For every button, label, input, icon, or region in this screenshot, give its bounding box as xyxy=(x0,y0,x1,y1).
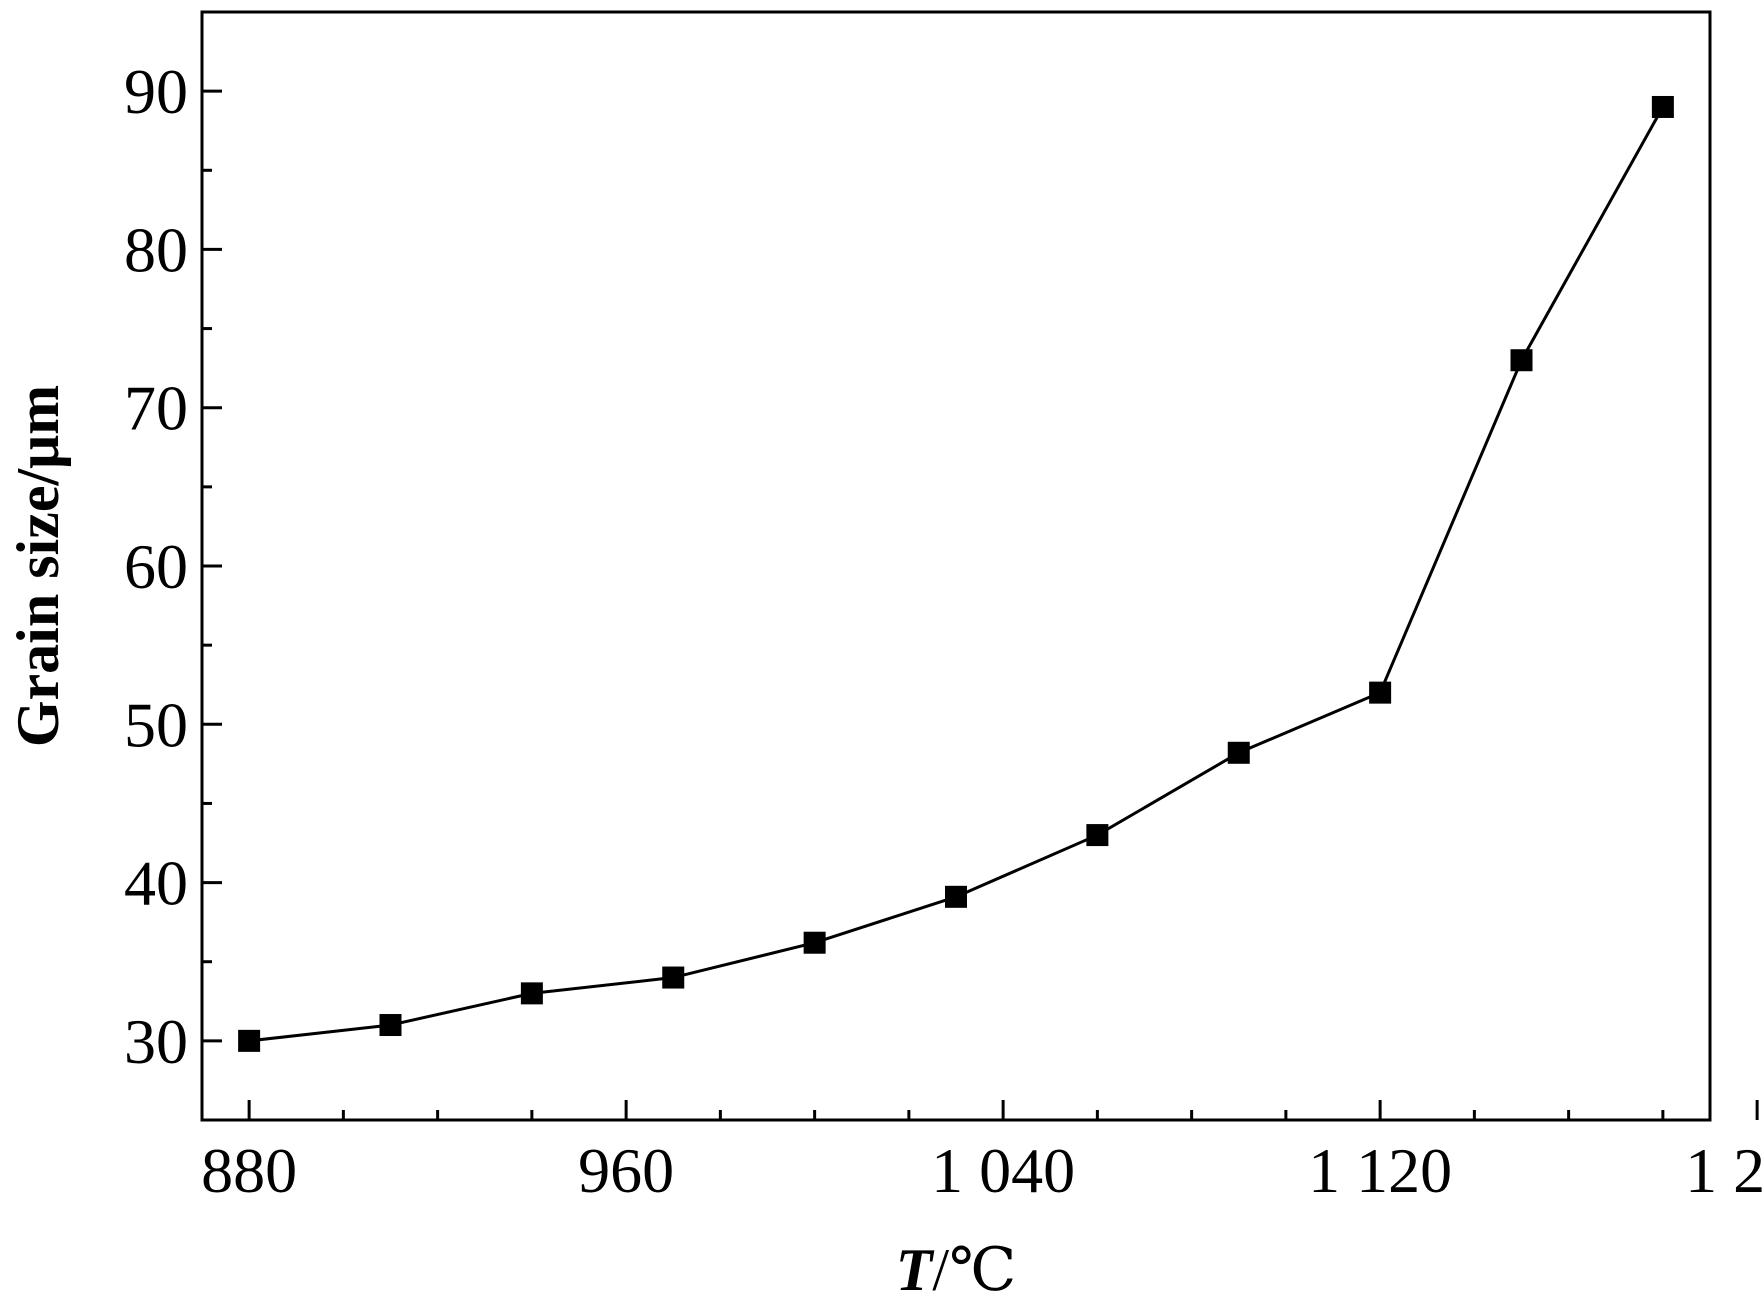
x-tick-label: 880 xyxy=(201,1135,297,1206)
y-tick-label: 80 xyxy=(124,214,188,285)
x-axis-title: T/℃ xyxy=(896,1237,1016,1302)
data-point-marker xyxy=(1369,681,1392,704)
plot-frame xyxy=(200,10,1712,1122)
y-tick-label: 60 xyxy=(124,531,188,602)
series-layer xyxy=(238,95,1674,1052)
y-axis-title: Grain size/μm xyxy=(5,385,71,747)
data-point-marker xyxy=(945,885,967,908)
x-tick-label: 1 200 xyxy=(1685,1135,1764,1206)
y-tick-label: 50 xyxy=(124,689,188,760)
data-point-marker xyxy=(1510,349,1533,372)
y-tick-label: 70 xyxy=(124,373,188,444)
x-tick-label: 1 120 xyxy=(1308,1135,1452,1206)
data-point-marker xyxy=(1227,741,1250,764)
data-point-marker xyxy=(520,982,543,1005)
y-tick-label: 30 xyxy=(124,1006,188,1077)
x-tick-labels: 880 960 1 040 1 120 1 200 xyxy=(201,1135,1764,1206)
y-tick-labels: 30 40 50 60 70 80 90 xyxy=(124,56,188,1077)
y-tick-label: 40 xyxy=(124,848,188,919)
data-point-marker xyxy=(238,1029,261,1052)
x-axis-unit: /℃ xyxy=(932,1237,1016,1302)
data-point-marker xyxy=(379,1014,402,1037)
data-point-marker xyxy=(1651,95,1674,118)
y-tick-label: 90 xyxy=(124,56,188,127)
axis-ticks xyxy=(202,10,1759,1120)
x-tick-label: 960 xyxy=(578,1135,674,1206)
data-point-marker xyxy=(1086,824,1109,847)
data-point-marker xyxy=(662,966,685,989)
data-point-marker xyxy=(803,931,826,954)
x-tick-label: 1 040 xyxy=(931,1135,1075,1206)
x-axis-variable: T xyxy=(896,1237,935,1302)
